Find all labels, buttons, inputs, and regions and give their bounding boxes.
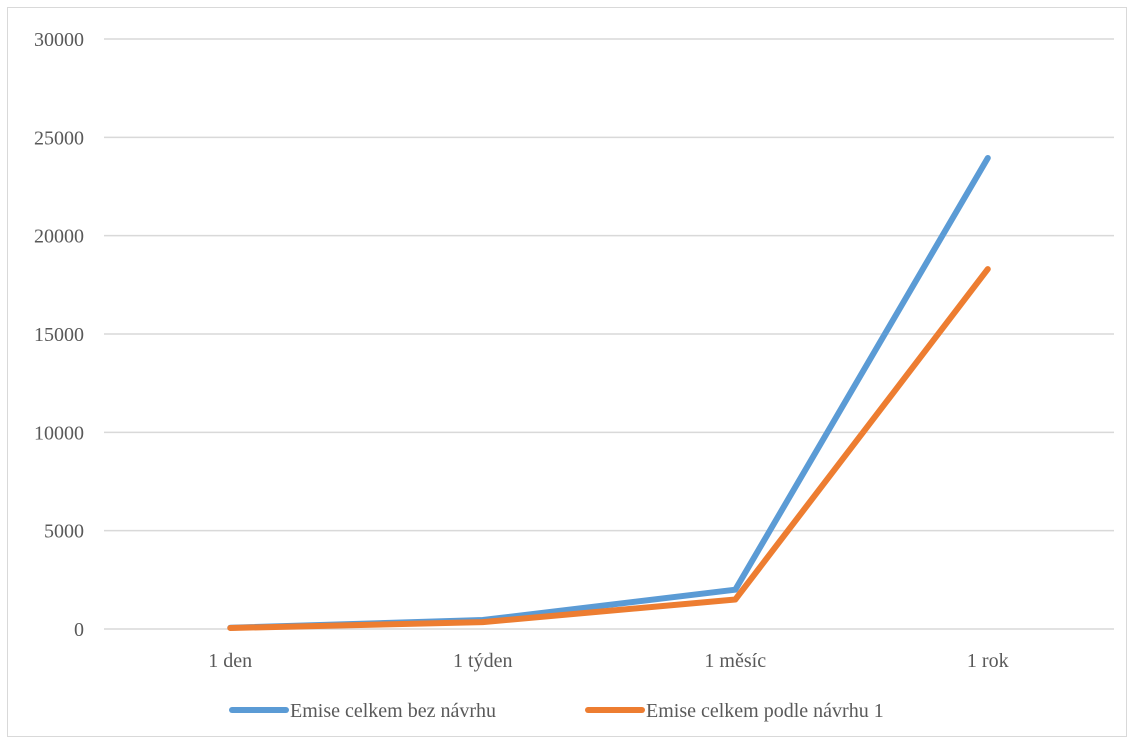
x-tick-label: 1 rok — [967, 650, 1009, 672]
x-tick-label: 1 den — [208, 650, 252, 672]
legend: Emise celkem bez návrhu Emise celkem podl… — [229, 700, 884, 722]
x-tick-label: 1 týden — [453, 650, 512, 672]
series-line-1 — [227, 155, 991, 631]
x-axis-ticks: 1 den 1 týden 1 měsíc 1 rok — [208, 650, 1008, 672]
y-axis-ticks: 0 5000 10000 15000 20000 25000 30000 — [34, 29, 84, 641]
y-tick-label: 10000 — [34, 422, 84, 444]
x-tick-label: 1 měsíc — [704, 650, 766, 672]
y-tick-label: 15000 — [34, 324, 84, 346]
gridlines — [104, 38, 1114, 630]
series-lines — [227, 155, 991, 631]
legend-label: Emise celkem podle návrhu 1 — [646, 700, 884, 722]
legend-label: Emise celkem bez návrhu — [290, 700, 496, 722]
series-line-2 — [227, 266, 991, 631]
y-tick-label: 30000 — [34, 29, 84, 51]
y-tick-label: 5000 — [44, 521, 84, 543]
y-tick-label: 25000 — [34, 127, 84, 149]
y-tick-label: 0 — [74, 619, 84, 641]
y-tick-label: 20000 — [34, 226, 84, 248]
